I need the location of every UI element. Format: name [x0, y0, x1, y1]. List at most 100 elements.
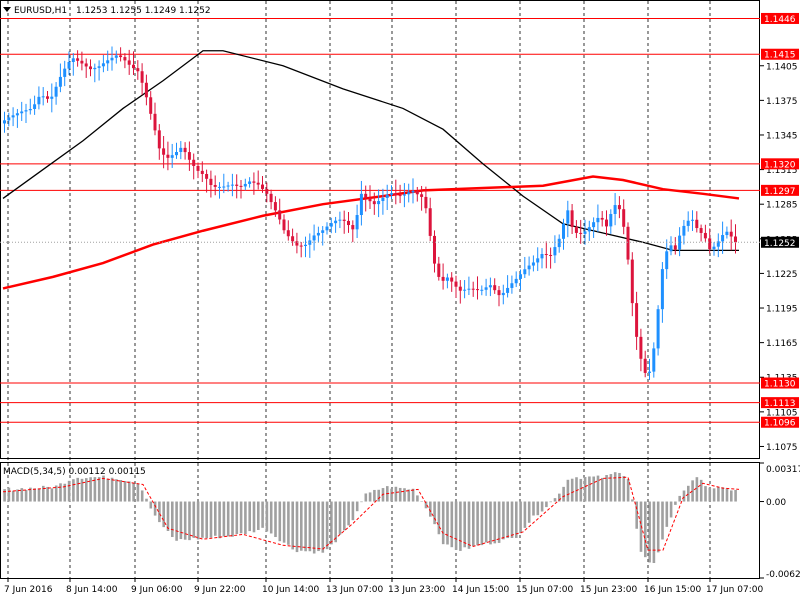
macd-bar — [567, 480, 570, 502]
time-tick-label: 9 Jun 06:00 — [131, 585, 183, 595]
price-tick-label: 1.1405 — [766, 62, 798, 72]
candle-body — [446, 277, 449, 280]
macd-bar — [46, 487, 49, 502]
macd-bar — [141, 490, 144, 501]
candle-body — [16, 113, 19, 115]
macd-bar — [511, 502, 514, 538]
candle-body — [476, 289, 479, 290]
candle-body — [149, 97, 152, 114]
candle-body — [403, 194, 406, 195]
macd-bar — [429, 502, 432, 517]
macd-bar — [248, 502, 251, 532]
candle-body — [609, 214, 612, 226]
candle-body — [704, 233, 707, 238]
price-tick-label: 1.1345 — [766, 131, 798, 141]
price-pane-frame — [1, 1, 760, 459]
price-tick-label: 1.1165 — [766, 339, 798, 349]
macd-bar — [463, 502, 466, 548]
macd-bar — [717, 487, 720, 501]
macd-bar — [347, 502, 350, 526]
macd-bar — [322, 502, 325, 553]
macd-bar — [180, 502, 183, 540]
time-tick-label: 9 Jun 22:00 — [194, 585, 246, 595]
macd-bar — [709, 488, 712, 502]
macd-bar — [107, 479, 110, 502]
macd-bar — [25, 490, 28, 502]
candle-body — [721, 235, 724, 241]
macd-bar — [390, 489, 393, 502]
candle-body — [351, 225, 354, 229]
candle-body — [360, 194, 363, 215]
candle-body — [89, 66, 92, 69]
candle-body — [317, 233, 320, 236]
candle-body — [635, 303, 638, 337]
macd-bar — [502, 502, 505, 540]
time-tick-label: 17 Jun 07:00 — [706, 585, 763, 595]
macd-bar — [730, 490, 733, 501]
candle-body — [7, 117, 10, 120]
macd-bar — [648, 502, 651, 563]
candle-body — [369, 198, 372, 201]
candle-body — [278, 210, 281, 219]
macd-bar — [137, 484, 140, 502]
candle-body — [536, 258, 539, 262]
macd-bar — [317, 502, 320, 552]
macd-bar — [687, 486, 690, 502]
macd-bar — [261, 502, 264, 528]
candle-body — [588, 227, 591, 231]
candle-body — [584, 231, 587, 233]
level-label: 1.1297 — [764, 187, 796, 197]
candle-body — [111, 58, 114, 61]
candle-body — [489, 285, 492, 287]
dropdown-triangle-icon[interactable] — [3, 7, 11, 12]
macd-bar — [601, 478, 604, 502]
time-tick-label: 13 Jun 07:00 — [326, 585, 383, 595]
candle-body — [214, 185, 217, 187]
candle-body — [579, 233, 582, 234]
macd-bar — [657, 502, 660, 553]
candle-body — [459, 287, 462, 291]
macd-bar — [16, 489, 19, 501]
macd-bar — [451, 502, 454, 548]
macd-bar — [214, 502, 217, 536]
candle-body — [377, 201, 380, 204]
candle-body — [734, 236, 737, 242]
time-tick-label: 16 Jun 15:00 — [644, 585, 701, 595]
candle-body — [46, 96, 49, 98]
candle-body — [12, 115, 15, 117]
level-label: 1.1446 — [764, 15, 796, 25]
candle-body — [592, 222, 595, 227]
candle-body — [252, 181, 255, 182]
candle-body — [566, 210, 569, 223]
level-label: 1.1113 — [764, 399, 796, 409]
level-label: 1.1130 — [764, 380, 796, 390]
candle-body — [244, 184, 247, 186]
candle-body — [287, 230, 290, 236]
candle-body — [128, 60, 131, 64]
macd-bar — [274, 502, 277, 537]
candle-body — [571, 210, 574, 227]
candle-body — [506, 288, 509, 293]
candle-body — [648, 372, 651, 373]
candle-body — [132, 65, 135, 68]
candle-body — [20, 111, 23, 113]
candle-body — [115, 55, 118, 57]
candle-body — [373, 201, 376, 204]
candle-body — [450, 277, 453, 281]
candle-body — [394, 193, 397, 195]
candle-body — [549, 255, 552, 256]
macd-bar — [734, 490, 737, 502]
candle-body — [639, 337, 642, 359]
macd-bar — [287, 502, 290, 545]
macd-bar — [683, 491, 686, 502]
macd-bar — [150, 502, 153, 509]
macd-bar — [481, 502, 484, 546]
candle-body — [562, 224, 565, 239]
time-tick-label: 7 Jun 2016 — [4, 585, 53, 595]
macd-bar — [545, 502, 548, 508]
macd-bar — [571, 479, 574, 502]
candle-body — [652, 348, 655, 371]
macd-bar — [85, 478, 88, 501]
